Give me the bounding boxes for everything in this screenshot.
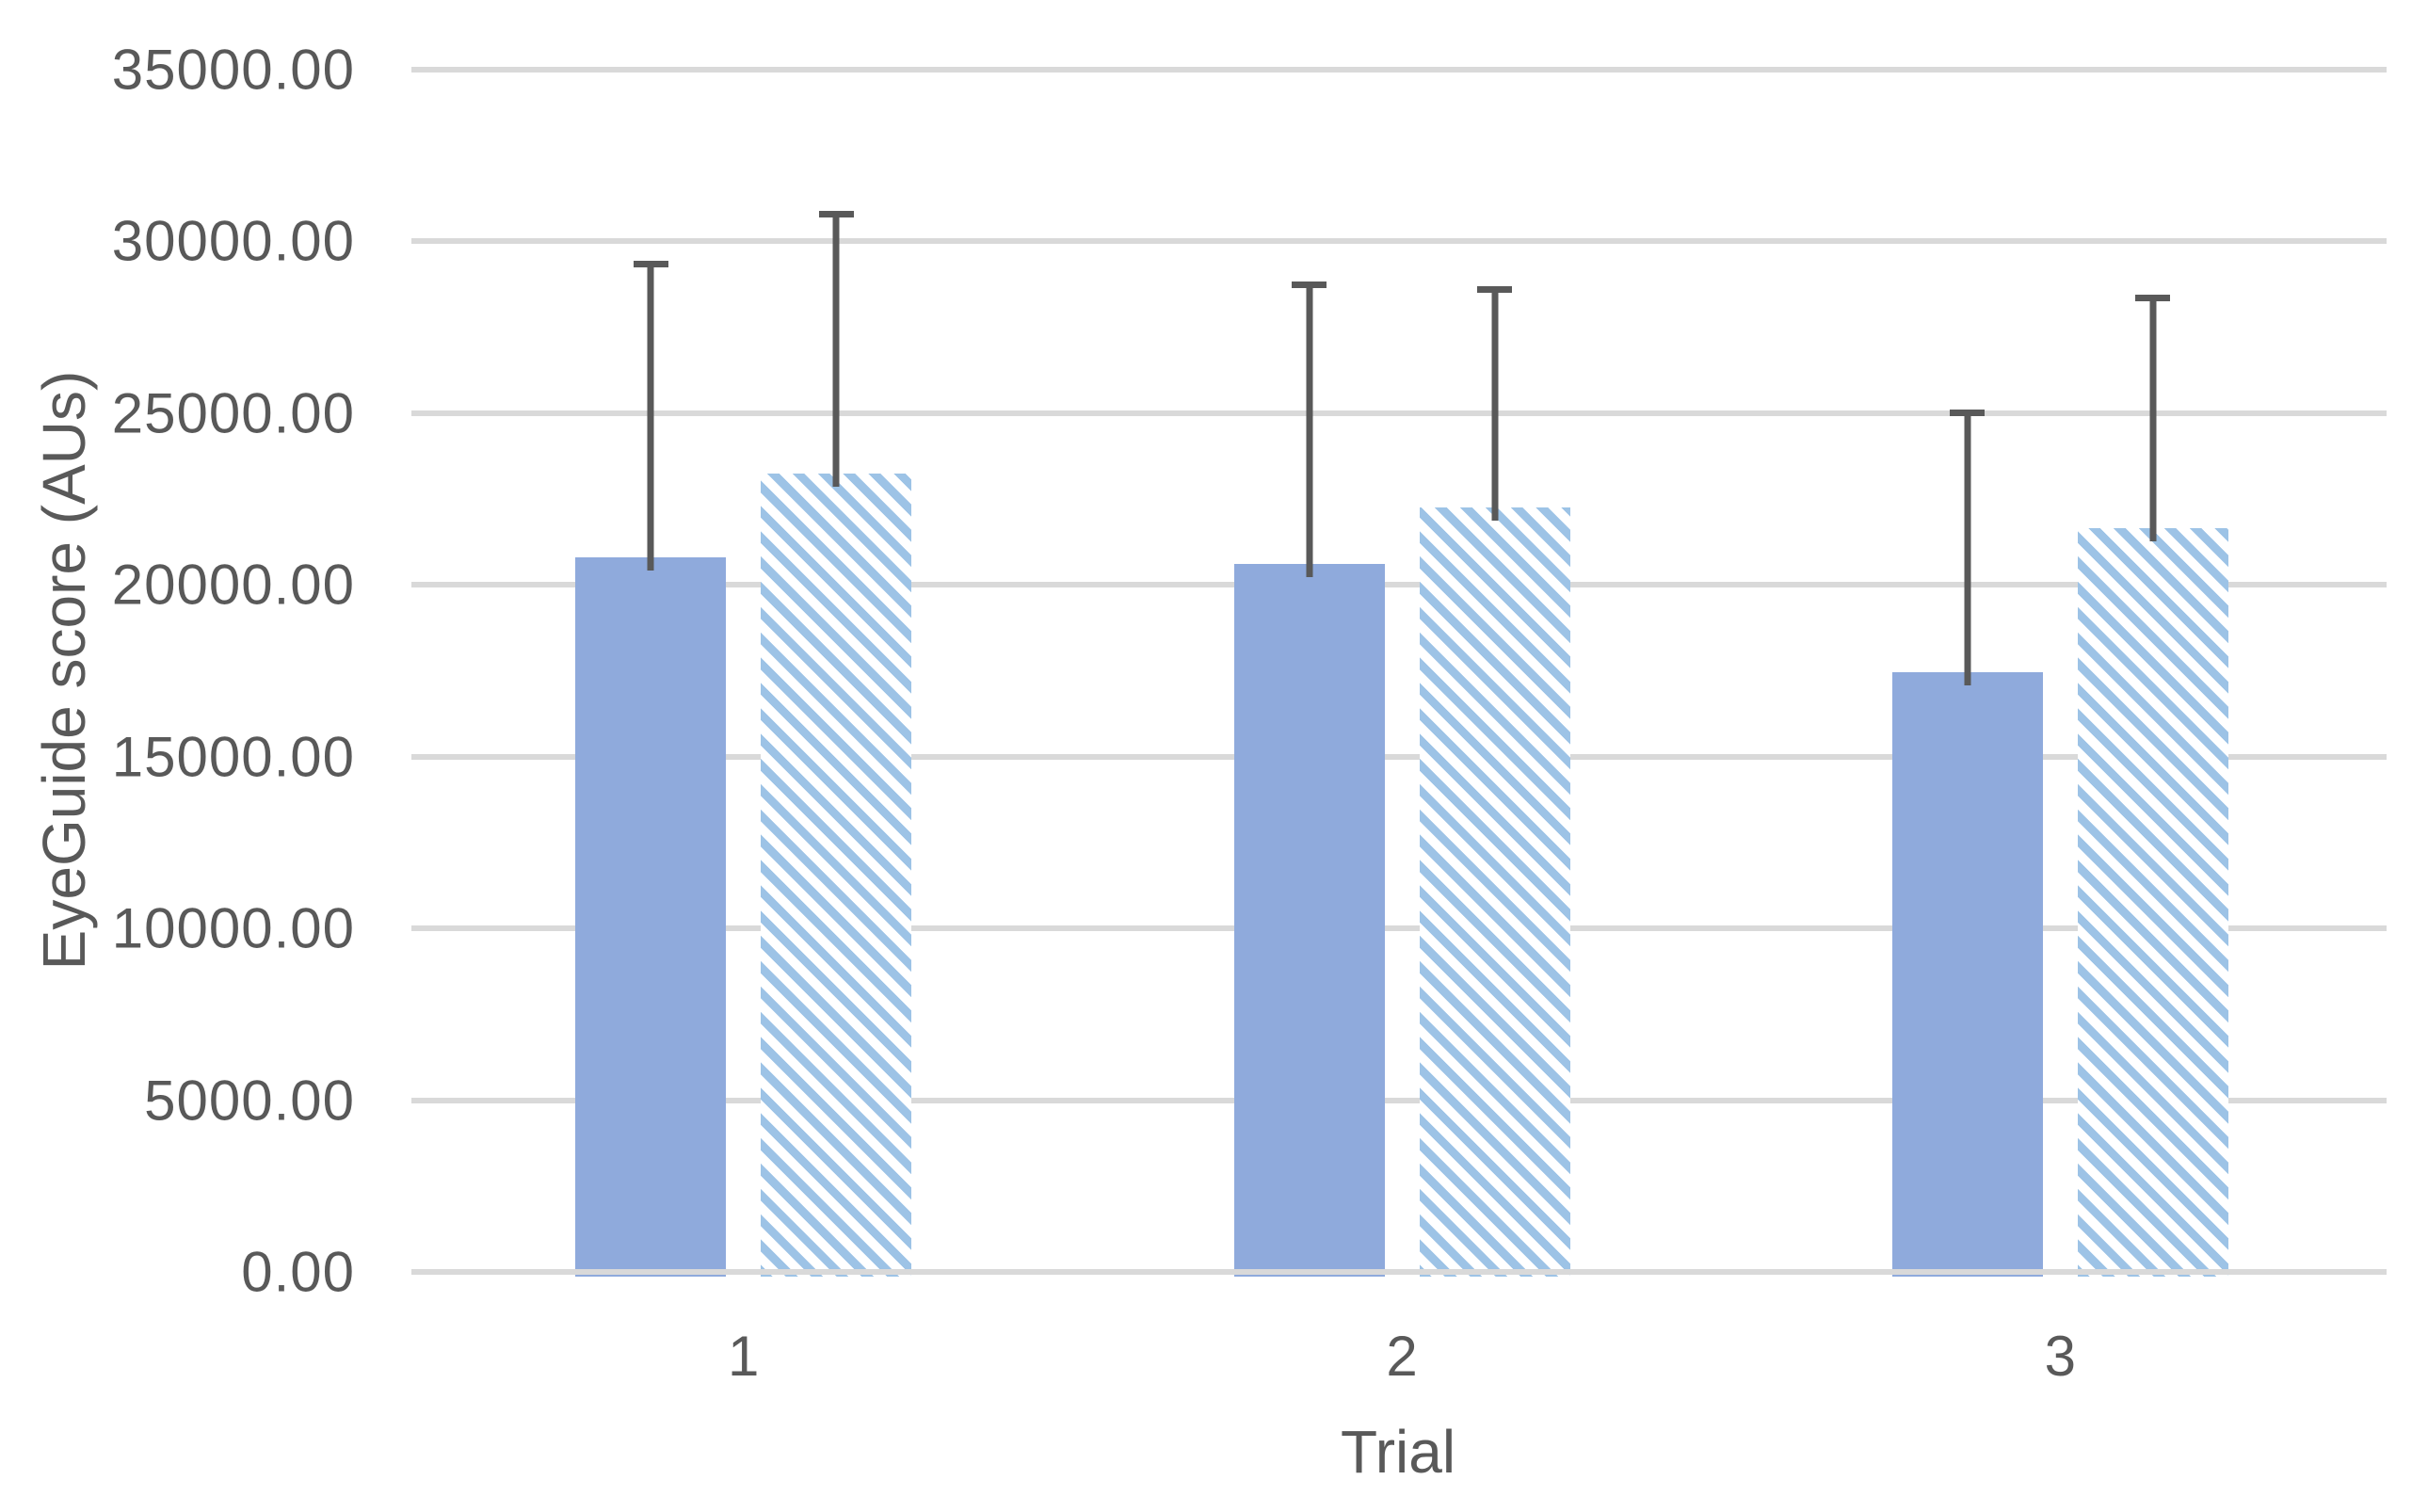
y-tick-label: 20000.00 xyxy=(111,553,355,617)
error-bar-stem xyxy=(1306,281,1312,578)
error-bar-stem xyxy=(1964,410,1971,686)
gridline xyxy=(411,925,2387,932)
y-tick-label: 35000.00 xyxy=(111,38,355,102)
error-bar-stem xyxy=(832,210,840,487)
error-bar-solid-trial-3 xyxy=(1950,410,1986,686)
y-tick-label: 30000.00 xyxy=(111,209,355,273)
x-tick-label-3: 3 xyxy=(2044,1325,2077,1388)
error-bar-stem xyxy=(647,260,654,571)
x-tick-label-1: 1 xyxy=(727,1325,760,1388)
bar-hatched-trial-2 xyxy=(1419,507,1570,1277)
error-bar-cap xyxy=(1950,410,1986,417)
y-axis-title: EyeGuide score (AUs) xyxy=(30,370,98,971)
error-bar-hatched-trial-2 xyxy=(1477,286,1512,522)
error-bar-cap xyxy=(1292,281,1327,288)
error-bar-solid-trial-2 xyxy=(1292,281,1327,578)
gridline xyxy=(411,582,2387,588)
gridline xyxy=(411,410,2387,416)
bar-hatched-trial-1 xyxy=(761,473,912,1277)
error-bar-stem xyxy=(1491,286,1498,522)
gridline xyxy=(411,753,2387,760)
gridline xyxy=(411,1097,2387,1103)
error-bar-hatched-trial-1 xyxy=(818,210,854,487)
y-tick-label: 5000.00 xyxy=(144,1069,355,1133)
bar-hatched-trial-3 xyxy=(2077,528,2228,1277)
error-bar-stem xyxy=(2149,295,2157,542)
x-axis-title: Trial xyxy=(1340,1418,1456,1486)
gridline xyxy=(411,238,2387,245)
gridline xyxy=(411,1269,2387,1275)
error-bar-solid-trial-1 xyxy=(633,260,668,571)
error-bar-cap xyxy=(1477,286,1512,293)
error-bar-cap xyxy=(2135,295,2171,302)
y-tick-label: 15000.00 xyxy=(111,725,355,789)
error-bar-cap xyxy=(818,210,854,217)
error-bar-hatched-trial-3 xyxy=(2135,295,2171,542)
bar-solid-trial-2 xyxy=(1233,564,1385,1277)
bar-solid-trial-1 xyxy=(575,557,727,1277)
gridline xyxy=(411,67,2387,72)
y-tick-label: 10000.00 xyxy=(111,896,355,960)
y-tick-label: 0.00 xyxy=(241,1240,355,1304)
bar-solid-trial-3 xyxy=(1891,672,2043,1277)
error-bar-cap xyxy=(633,260,668,267)
plot-area xyxy=(411,67,2387,1277)
y-tick-label: 25000.00 xyxy=(111,381,355,445)
x-tick-label-2: 2 xyxy=(1386,1325,1418,1388)
